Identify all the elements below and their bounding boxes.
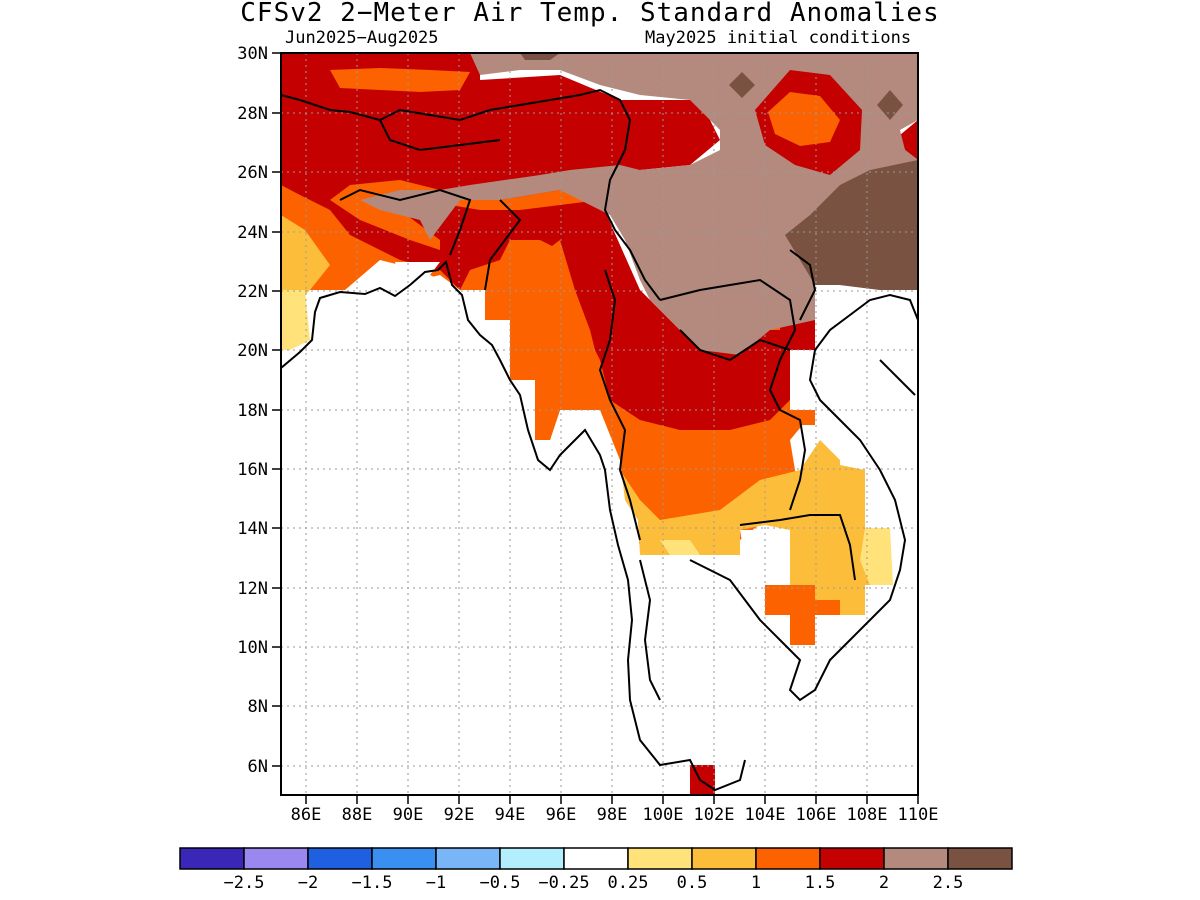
- lat-label: 14N: [237, 519, 268, 539]
- colorbar-label: 0.25: [608, 873, 649, 893]
- anomaly-patch-1: [729, 72, 755, 98]
- ocean-mask: [281, 275, 918, 795]
- colorbar-label: 1: [751, 873, 761, 893]
- lat-label: 16N: [237, 460, 268, 480]
- forecast-period: Jun2025−Aug2025: [285, 28, 439, 48]
- colorbar-swatch: [883, 847, 949, 870]
- colorbar-swatch: [947, 847, 1013, 870]
- colorbar-swatch: [371, 847, 437, 870]
- coastline-gulf-of-thailand: [639, 293, 919, 702]
- border-myanmar-thailand: [598, 269, 641, 541]
- map-frame: [280, 52, 919, 796]
- colorbar: −2.5 −2 −1.5 −1 −0.5 −0.25 0.25 0.5 1 1.5 2 2.5: [179, 847, 1013, 893]
- lon-label: 104E: [745, 805, 786, 825]
- colorbar-label: −0.5: [480, 873, 521, 893]
- anomaly-field: [281, 53, 918, 795]
- lat-label: 28N: [237, 104, 268, 124]
- lat-label: 10N: [237, 638, 268, 658]
- anomaly-region-2.0-edge: [900, 120, 918, 160]
- lon-label: 110E: [898, 805, 939, 825]
- anomaly-region-1.5-north: [330, 68, 470, 92]
- anomaly-region-0.5-west: [281, 290, 310, 350]
- colorbar-swatch: [627, 847, 693, 870]
- anomaly-region-0.5-east: [860, 528, 893, 585]
- border-cambodia: [739, 514, 856, 581]
- coast-mask: [395, 262, 440, 280]
- border-bangladesh: [339, 188, 472, 256]
- colorbar-swatch: [691, 847, 757, 870]
- tick-marks: [272, 52, 919, 804]
- lon-label: 92E: [444, 805, 475, 825]
- colorbar-label: 2: [879, 873, 889, 893]
- anomaly-region-1.5-ring-inner: [768, 92, 840, 146]
- lon-label: 106E: [796, 805, 837, 825]
- colorbar-label: 1.5: [805, 873, 836, 893]
- lat-label: 22N: [237, 282, 268, 302]
- colorbar-label: −1.5: [352, 873, 393, 893]
- lat-label: 12N: [237, 579, 268, 599]
- lat-label: 30N: [237, 44, 268, 64]
- colorbar-swatch: [563, 847, 629, 870]
- lon-label: 88E: [342, 805, 373, 825]
- colorbar-swatch: [499, 847, 565, 870]
- anomaly-region-1.5-mid: [510, 240, 605, 440]
- colorbar-label: −0.25: [538, 873, 589, 893]
- anomaly-region-0.5-gulf: [660, 540, 700, 555]
- colorbar-swatch: [307, 847, 373, 870]
- lon-label: 100E: [643, 805, 684, 825]
- coastline-bay-of-bengal: [280, 260, 746, 792]
- lon-label: 90E: [393, 805, 424, 825]
- border-laos-thailand: [659, 278, 807, 511]
- coastlines-borders: [280, 88, 919, 792]
- anomaly-region-above-2.5: [785, 160, 918, 290]
- lat-label: 18N: [237, 401, 268, 421]
- colorbar-swatch: [243, 847, 309, 870]
- anomaly-region-1.5-laos: [790, 410, 815, 425]
- lat-labels: 30N 28N 26N 24N 22N 20N 18N 16N 14N 12N …: [237, 44, 268, 777]
- lon-labels: 86E 88E 90E 92E 94E 96E 98E 100E 102E 10…: [291, 805, 939, 825]
- graticule: [281, 53, 918, 795]
- border-laos-vietnam: [789, 249, 817, 321]
- lat-label: 6N: [248, 757, 268, 777]
- colorbar-swatch: [819, 847, 885, 870]
- border-bhutan: [379, 119, 501, 152]
- colorbar-label: 2.5: [933, 873, 964, 893]
- anomaly-region-1.5-cambodia: [765, 585, 840, 645]
- border-central: [679, 329, 791, 362]
- lon-label: 98E: [597, 805, 628, 825]
- coastline-vietnam: [879, 359, 916, 396]
- lat-label: 20N: [237, 341, 268, 361]
- border-north: [280, 88, 661, 301]
- border-india-myanmar: [484, 199, 522, 291]
- lon-label: 108E: [847, 805, 888, 825]
- anomaly-region-1.0-south: [620, 440, 890, 615]
- colorbar-label: −2.5: [224, 873, 265, 893]
- lon-label: 102E: [694, 805, 735, 825]
- map-title: CFSv2 2−Meter Air Temp. Standard Anomali…: [240, 0, 940, 28]
- colorbar-label: 0.5: [677, 873, 708, 893]
- initial-conditions: May2025 initial conditions: [645, 28, 912, 48]
- lon-label: 86E: [291, 805, 322, 825]
- colorbar-swatch: [755, 847, 821, 870]
- colorbar-swatch: [435, 847, 501, 870]
- lat-label: 24N: [237, 223, 268, 243]
- colorbar-label: −2: [298, 873, 318, 893]
- colorbar-label: −1: [426, 873, 446, 893]
- colorbar-swatch: [179, 847, 245, 870]
- lat-label: 8N: [248, 697, 268, 717]
- lat-label: 26N: [237, 163, 268, 183]
- anomaly-patch-3: [520, 53, 560, 60]
- lon-label: 94E: [495, 805, 526, 825]
- lon-label: 96E: [546, 805, 577, 825]
- anomaly-patch-2: [877, 90, 903, 120]
